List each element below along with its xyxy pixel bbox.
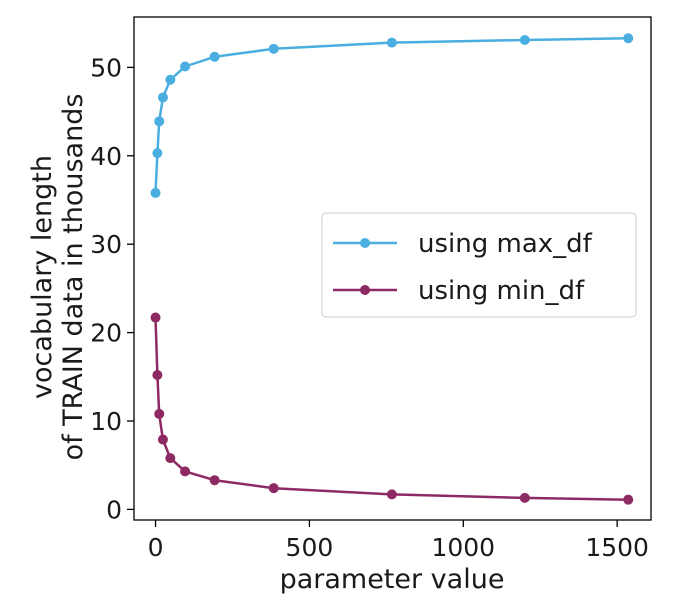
y-axis-label-line-2: of TRAIN data in thousands [58,94,89,461]
legend-marker-min-df [360,285,370,295]
data-point [180,466,191,477]
x-tick-label: 1000 [431,533,495,562]
y-tick-label: 40 [90,142,122,171]
x-tick-label: 1500 [585,533,649,562]
data-point [157,434,168,445]
y-axis-label-line-1: vocabulary length [27,155,58,399]
plot-frame [133,16,652,521]
data-point [154,116,165,127]
data-point [165,74,176,85]
data-point [152,148,163,159]
data-series [150,33,634,505]
legend: using max_df using min_df [321,212,637,318]
series-line-1 [154,317,629,501]
data-point [152,370,163,381]
y-tick-label: 30 [90,230,122,259]
legend-marker-max-df [360,238,370,248]
y-tick-label: 0 [106,495,122,524]
data-point [154,408,165,419]
data-point [209,475,220,486]
legend-label-max-df: using max_df [418,229,593,259]
data-point [268,483,279,494]
data-point [180,61,191,72]
data-point [519,34,530,45]
data-point [623,33,634,44]
data-point [519,492,530,503]
data-point [150,187,161,198]
data-point [165,453,176,464]
data-point [150,312,161,323]
data-point [386,37,397,48]
x-axis-label: parameter value [280,564,505,595]
legend-label-min-df: using min_df [418,276,585,306]
y-tick-label: 20 [90,319,122,348]
y-tick-label: 50 [90,53,122,82]
axis-ticks: 0 500 1000 1500 0 10 20 30 40 50 [90,53,649,562]
x-tick-label: 0 [148,533,164,562]
series-line-0 [154,36,629,193]
y-tick-label: 10 [90,407,122,436]
x-tick-label: 500 [286,533,334,562]
data-point [623,494,634,505]
data-point [268,43,279,54]
data-point [157,92,168,103]
data-point [209,51,220,62]
legend-box [321,212,637,318]
data-point [386,489,397,500]
